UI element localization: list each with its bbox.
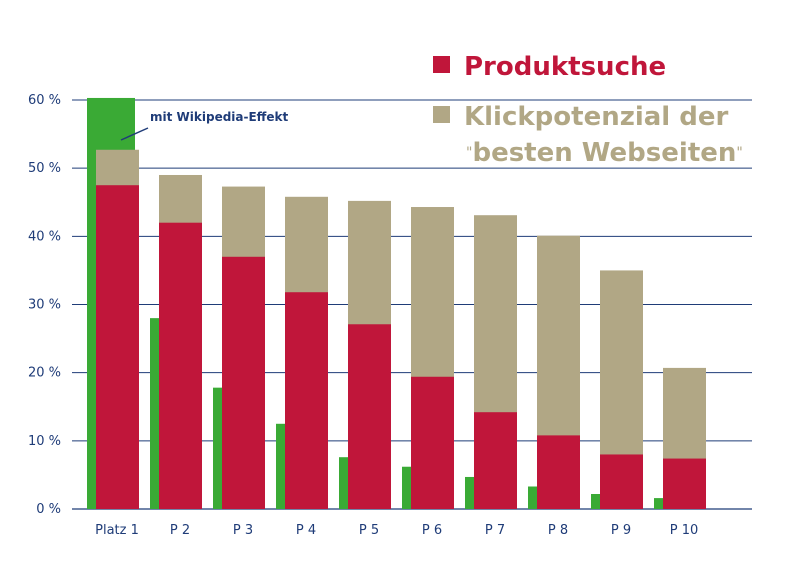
legend-item-klickpotenzial: Klickpotenzial der "besten Webseiten" [433,99,743,171]
y-tick-label: 10 % [28,434,61,449]
y-tick-label: 0 % [36,502,61,517]
y-tick-label: 20 % [28,366,61,381]
legend-quote-close: " [736,145,743,161]
x-tick-label: P 4 [296,523,316,538]
legend-label-produktsuche: Produktsuche [464,52,667,82]
x-tick-label: P 7 [485,523,505,538]
x-tick-label: Platz 1 [95,523,139,538]
x-tick-label: P 9 [611,523,631,538]
x-tick-label: P 3 [233,523,253,538]
legend-label-klickpotenzial-line2: besten Webseiten [472,138,737,168]
legend-swatch-red [433,56,450,73]
bar-produktsuche [663,458,706,509]
bar-produktsuche [600,454,643,509]
bar-produktsuche [285,292,328,509]
bar-produktsuche [411,376,454,509]
bar-produktsuche [348,324,391,509]
x-axis-ticks: Platz 1 P 2 P 3 P 4 P 5 P 6 P 7 P 8 P 9 P 10 [95,523,698,538]
bar-produktsuche [474,412,517,509]
x-tick-label: P 2 [170,523,190,538]
annotation-pointer [120,127,149,141]
x-tick-label: P 5 [359,523,379,538]
x-tick-label: P 10 [670,523,699,538]
y-axis-ticks: 0 % 10 % 20 % 30 % 40 % 50 % 60 % [28,93,61,517]
y-tick-label: 60 % [28,93,61,108]
legend-item-produktsuche: Produktsuche [433,52,666,82]
bars [87,97,706,510]
annotation-label: mit Wikipedia-Effekt [150,110,289,124]
legend-swatch-tan [433,106,450,123]
y-tick-label: 30 % [28,298,61,313]
bar-produktsuche [537,435,580,509]
legend-quote-open: " [466,145,473,161]
bar-produktsuche [159,222,202,509]
y-tick-label: 50 % [28,161,61,176]
x-tick-label: P 8 [548,523,568,538]
legend-label-klickpotenzial-line2-wrap: "besten Webseiten" [433,135,743,171]
x-tick-label: P 6 [422,523,442,538]
legend-label-klickpotenzial-line1: Klickpotenzial der [464,102,729,132]
bar-produktsuche [96,185,139,510]
bar-produktsuche [222,256,265,509]
y-tick-label: 40 % [28,229,61,244]
